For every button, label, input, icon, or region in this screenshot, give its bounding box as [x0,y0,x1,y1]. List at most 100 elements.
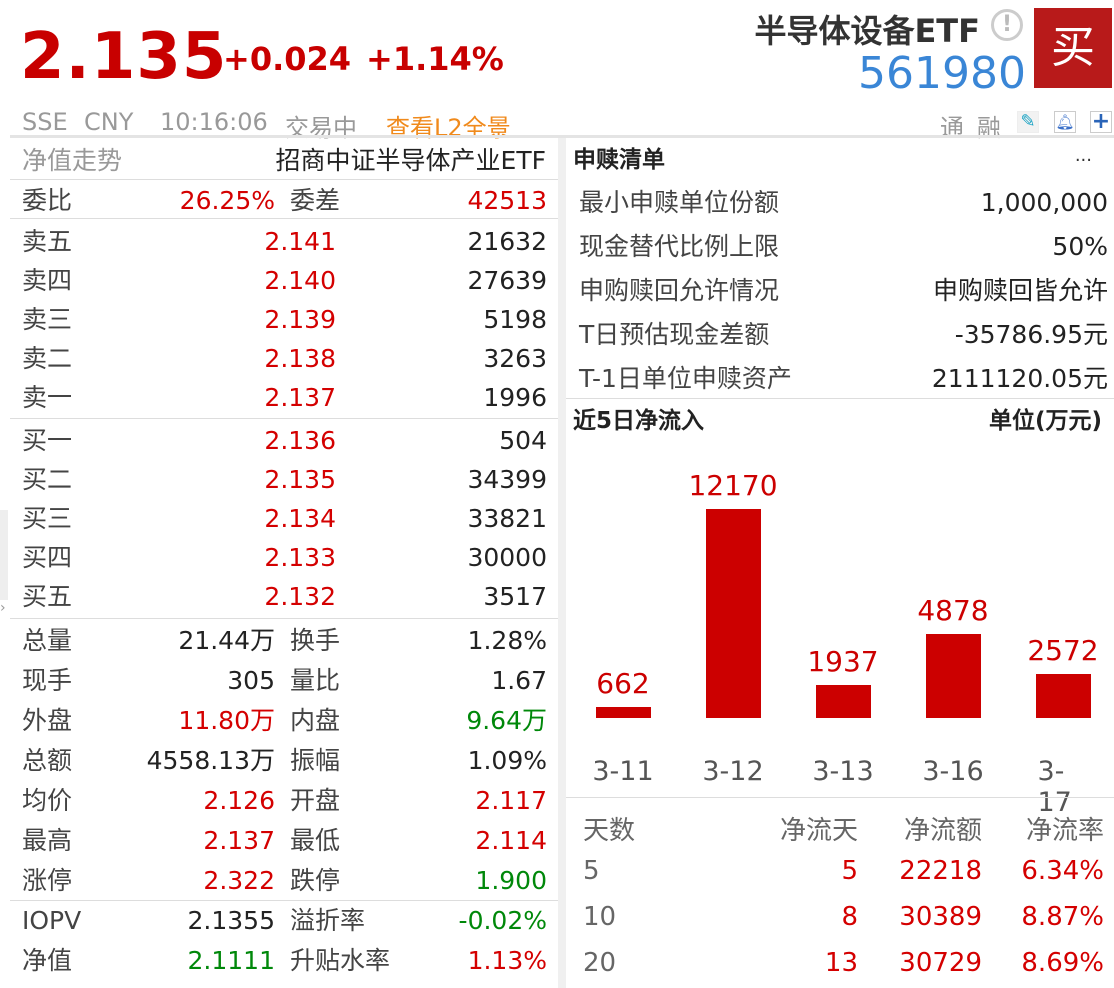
bid-price: 2.136 [264,426,336,455]
redemption-label: T-1日单位申赎资产 [579,364,792,393]
flow-table-cell: 5 [841,856,858,886]
ask-row: 卖三 2.139 5198 [10,300,558,339]
flow-unit: 单位(万元) [988,408,1102,434]
stat-value: -0.02% [458,906,547,935]
bar-3-17 [1036,673,1091,718]
bar-3-16 [926,634,981,718]
weibi-label: 委比 [22,186,73,215]
stat-value: 1.900 [475,866,547,895]
ask-volume: 21632 [467,227,547,256]
bar-value-label: 1937 [807,644,879,678]
stat-value: 2.137 [203,826,275,855]
bid-row: 买四 2.133 30000 [10,538,558,577]
stat-value: 1.28% [467,626,547,655]
bid-volume: 33821 [467,504,547,533]
redemption-header: 申赎清单 ··· [566,141,1114,180]
info-icon[interactable]: ! [991,9,1023,41]
ask-row: 卖一 2.137 1996 [10,378,558,417]
weibi-row: 委比 26.25% 委差 42513 [10,181,558,220]
stat-value: 2.126 [203,786,275,815]
nav-header-row: 净值走势 招商中证半导体产业ETF [10,141,558,180]
redemption-title: 申赎清单 [573,147,665,173]
flow-table-cell: 6.34% [1021,856,1104,886]
ask-volume: 27639 [467,266,547,295]
redemption-value: 50% [1052,232,1108,261]
redemption-row: T-1日单位申赎资产 2111120.05元 [566,359,1114,398]
stat-label: 量比 [290,666,341,695]
last-price: 2.135 [20,20,228,94]
bar-3-13 [816,684,871,718]
x-tick-label: 3-11 [592,756,654,787]
ask-price: 2.139 [264,305,336,334]
bar-3-11 [596,706,651,718]
flow-table-cell: 5 [583,856,600,886]
ask-row: 卖四 2.140 27639 [10,261,558,300]
nav-trend-label: 净值走势 [22,146,123,175]
divider [10,418,558,419]
redemption-label: T日预估现金差额 [579,320,770,349]
stat-label: 开盘 [290,786,341,815]
stat-label: IOPV [22,906,82,935]
ask-level-label: 卖一 [22,383,73,412]
price-change-pct: +1.14% [366,40,504,78]
stat-label: 涨停 [22,866,73,895]
plus-icon[interactable]: + [1090,109,1112,134]
flow-table-header: 天数 [583,816,636,846]
flow-chart-title: 近5日净流入 [573,408,705,434]
bid-volume: 504 [499,426,547,455]
flow-table-cell: 30729 [899,948,982,978]
stat-row: IOPV 2.1355 溢折率 -0.02% [10,901,558,940]
ask-volume: 5198 [483,305,547,334]
weicha-value: 42513 [467,186,547,215]
redemption-value: 1,000,000 [980,188,1108,217]
flow-table-cell: 8 [841,902,858,932]
flow-table-header: 净流天 [779,816,858,846]
stat-value: 2.114 [475,826,547,855]
stat-value: 2.322 [203,866,275,895]
redemption-label: 申购赎回允许情况 [579,276,780,305]
bar-value-label: 4878 [917,594,989,628]
x-tick-label: 3-17 [1037,756,1072,818]
flow-table-cell: 20 [583,948,617,978]
stat-label: 总额 [22,746,73,775]
stat-value: 1.13% [467,946,547,975]
bid-level-label: 买三 [22,504,73,533]
redemption-value: 申购赎回皆允许 [932,276,1108,305]
bid-level-label: 买一 [22,426,73,455]
stat-label: 现手 [22,666,73,695]
buy-button[interactable]: 买 [1034,8,1112,88]
bar-value-label: 2572 [1027,633,1099,667]
flow-table-cell: 8.69% [1021,948,1104,978]
bid-price: 2.135 [264,465,336,494]
ask-level-label: 卖五 [22,227,73,256]
security-name: 半导体设备ETF [754,12,980,50]
ask-level-label: 卖四 [22,266,73,295]
more-icon: ··· [1074,150,1092,171]
side-collapse-handle[interactable] [0,510,8,600]
quote-time: 10:16:06 [160,108,268,136]
bid-level-label: 买四 [22,543,73,572]
bid-row: 买一 2.136 504 [10,421,558,460]
bid-row: 买三 2.134 33821 [10,499,558,538]
ask-row: 卖五 2.141 21632 [10,222,558,261]
stat-row: 现手 305 量比 1.67 [10,661,558,700]
ask-price: 2.138 [264,344,336,373]
stat-label: 最低 [290,826,341,855]
flow-table-cell: 13 [824,948,858,978]
stat-value: 1.09% [467,746,547,775]
divider [10,900,558,901]
stat-row: 总额 4558.13万 振幅 1.09% [10,741,558,780]
stat-row: 总量 21.44万 换手 1.28% [10,621,558,660]
divider [566,797,1114,798]
stat-value: 11.80万 [178,706,275,735]
ask-price: 2.137 [264,383,336,412]
bid-volume: 30000 [467,543,547,572]
flow-table-cell: 8.87% [1021,902,1104,932]
stat-label: 最高 [22,826,73,855]
edit-icon[interactable]: ✎ [1017,111,1039,133]
bar-value-label: 662 [596,666,650,700]
flow-header: 近5日净流入 单位(万元) [566,402,1114,441]
chevron-right-icon[interactable]: › [0,600,6,616]
bell-icon[interactable]: 🔔︎ [1054,111,1076,133]
redemption-label: 现金替代比例上限 [579,232,780,261]
